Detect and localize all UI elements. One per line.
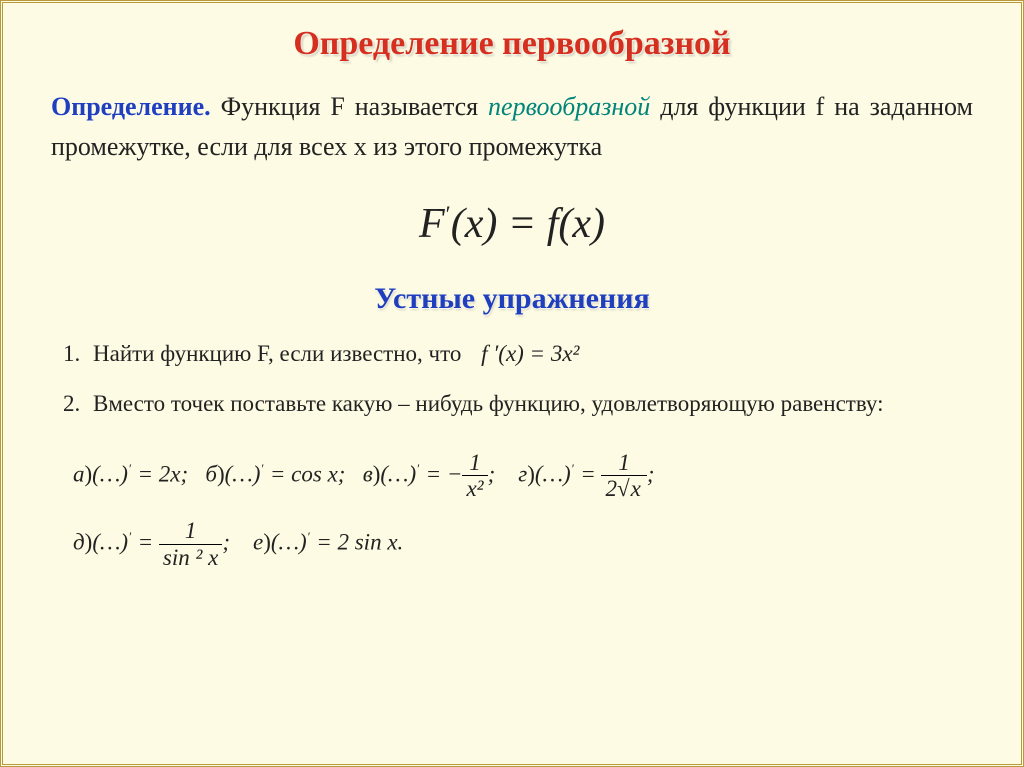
sqrt-icon: x bbox=[617, 477, 643, 501]
eq-lhs-arg: (x) bbox=[451, 201, 498, 247]
opt-e-dots: (…) bbox=[271, 530, 307, 555]
section-subtitle: Устные упражнения bbox=[3, 274, 1021, 336]
exercise-2-text: Вместо точек поставьте какую – нибудь фу… bbox=[93, 386, 884, 423]
exercise-1-num: 1. bbox=[63, 336, 93, 373]
opt-v-semic: ; bbox=[488, 462, 496, 487]
opt-g-den-pre: 2 bbox=[605, 476, 617, 501]
opt-g-rad: x bbox=[629, 475, 643, 501]
exercise-list: 1. Найти функцию F, если известно, что f… bbox=[3, 336, 1021, 424]
opt-d-semic: ; bbox=[222, 530, 230, 555]
opt-b-rhs: = cos x; bbox=[264, 462, 345, 487]
opt-g-frac-num: 1 bbox=[601, 451, 646, 475]
definition-text-pre: Функция F называется bbox=[211, 92, 488, 121]
opt-g-dots: (…) bbox=[535, 462, 571, 487]
opt-a-rhs: = 2x; bbox=[132, 462, 188, 487]
opt-v-label: в bbox=[363, 462, 373, 487]
opt-g-semic: ; bbox=[647, 462, 655, 487]
eq-lhs-var: F bbox=[419, 201, 445, 247]
opt-d-frac-den: sin ² x bbox=[159, 544, 222, 570]
opt-e-close: ) bbox=[263, 530, 271, 555]
opt-g-label: г bbox=[518, 462, 527, 487]
opt-a-dots: (…) bbox=[92, 462, 128, 487]
exercise-1-text: Найти функцию F, если известно, что bbox=[93, 341, 461, 366]
equation-row-1: а)(…)′ = 2x; б)(…)′ = cos x; в)(…)′ = −1… bbox=[3, 437, 1021, 501]
equation-row-2: д)(…)′ = 1sin ² x; е)(…)′ = 2 sin x. bbox=[3, 501, 1021, 569]
opt-d-frac-num: 1 bbox=[159, 519, 222, 543]
definition-paragraph: Определение. Функция F называется первоо… bbox=[3, 83, 1021, 178]
opt-d-eq: = bbox=[132, 530, 159, 555]
opt-d-label: д bbox=[73, 530, 85, 555]
opt-v-frac-den: x² bbox=[462, 475, 487, 501]
exercise-2: 2. Вместо точек поставьте какую – нибудь… bbox=[63, 386, 973, 423]
opt-g-close: ) bbox=[527, 462, 535, 487]
opt-b-close: ) bbox=[217, 462, 225, 487]
opt-g-frac-den: 2x bbox=[601, 475, 646, 501]
definition-term: первообразной bbox=[488, 92, 650, 121]
opt-g-eq: = bbox=[574, 462, 601, 487]
opt-b-label: б bbox=[205, 462, 217, 487]
opt-d-frac: 1sin ² x bbox=[159, 519, 222, 569]
exercise-1-body: Найти функцию F, если известно, что f ′(… bbox=[93, 336, 579, 373]
opt-v-eqneg: = − bbox=[420, 462, 463, 487]
exercise-1: 1. Найти функцию F, если известно, что f… bbox=[63, 336, 973, 373]
eq-rhs-arg: (x) bbox=[558, 201, 605, 247]
opt-b-dots: (…) bbox=[225, 462, 261, 487]
page-title: Определение первообразной bbox=[3, 3, 1021, 83]
eq-rhs-var: f bbox=[547, 201, 559, 247]
opt-e-label: е bbox=[253, 530, 263, 555]
opt-v-dots: (…) bbox=[380, 462, 416, 487]
definition-label: Определение. bbox=[51, 92, 211, 121]
opt-a-label: а bbox=[73, 462, 85, 487]
main-equation: F′(x) = f(x) bbox=[3, 178, 1021, 274]
exercise-1-eq: f ′(x) = 3x² bbox=[467, 341, 579, 366]
eq-sign: = bbox=[497, 201, 546, 247]
opt-e-rhs: = 2 sin x. bbox=[310, 530, 403, 555]
exercise-2-num: 2. bbox=[63, 386, 93, 423]
opt-v-frac-num: 1 bbox=[462, 451, 487, 475]
opt-g-frac: 12x bbox=[601, 451, 646, 501]
opt-d-dots: (…) bbox=[92, 530, 128, 555]
opt-v-frac: 1x² bbox=[462, 451, 487, 501]
